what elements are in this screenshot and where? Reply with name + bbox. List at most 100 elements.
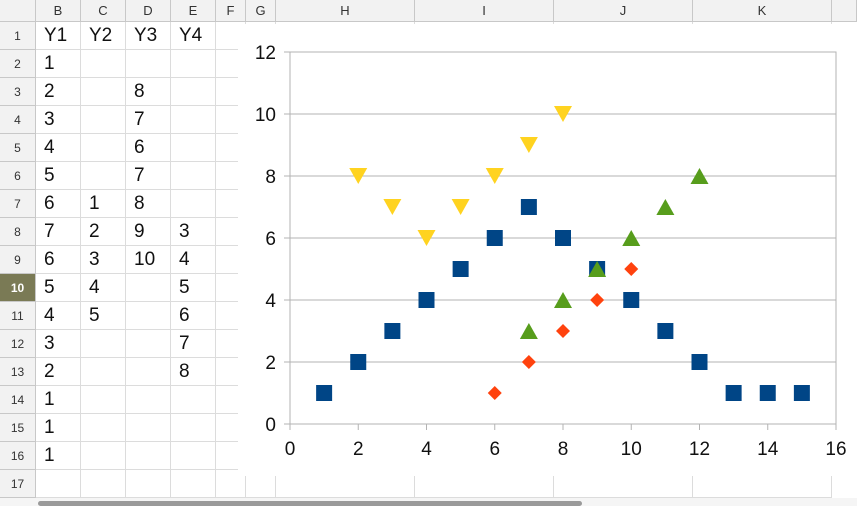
cell-c12[interactable] (81, 330, 126, 358)
cell-d14[interactable] (126, 386, 171, 414)
cell-c8[interactable]: 2 (81, 218, 126, 246)
cell-c15[interactable] (81, 414, 126, 442)
row-header-11[interactable]: 11 (0, 302, 36, 330)
cell-e2[interactable] (171, 50, 216, 78)
cell-e10[interactable]: 5 (171, 274, 216, 302)
cell-k17[interactable] (693, 470, 832, 498)
column-header-i[interactable]: I (415, 0, 554, 22)
column-header-stub[interactable] (832, 0, 857, 22)
cell-e6[interactable] (171, 162, 216, 190)
cell-d11[interactable] (126, 302, 171, 330)
cell-d12[interactable] (126, 330, 171, 358)
select-all-corner[interactable] (0, 0, 36, 22)
row-header-9[interactable]: 9 (0, 246, 36, 274)
cell-b2[interactable]: 1 (36, 50, 81, 78)
row-header-7[interactable]: 7 (0, 190, 36, 218)
column-header-c[interactable]: C (81, 0, 126, 22)
cell-c14[interactable] (81, 386, 126, 414)
row-header-15[interactable]: 15 (0, 414, 36, 442)
row-header-5[interactable]: 5 (0, 134, 36, 162)
row-header-13[interactable]: 13 (0, 358, 36, 386)
cell-b14[interactable]: 1 (36, 386, 81, 414)
cell-c11[interactable]: 5 (81, 302, 126, 330)
cell-c3[interactable] (81, 78, 126, 106)
cell-b10[interactable]: 5 (36, 274, 81, 302)
column-header-e[interactable]: E (171, 0, 216, 22)
row-header-16[interactable]: 16 (0, 442, 36, 470)
column-header-k[interactable]: K (693, 0, 832, 22)
cell-g17[interactable] (246, 470, 276, 498)
cell-b7[interactable]: 6 (36, 190, 81, 218)
row-header-14[interactable]: 14 (0, 386, 36, 414)
cell-e4[interactable] (171, 106, 216, 134)
cell-d15[interactable] (126, 414, 171, 442)
cell-d13[interactable] (126, 358, 171, 386)
row-header-10[interactable]: 10 (0, 274, 36, 302)
cell-e14[interactable] (171, 386, 216, 414)
cell-e13[interactable]: 8 (171, 358, 216, 386)
cell-c13[interactable] (81, 358, 126, 386)
cell-e1[interactable]: Y4 (171, 22, 216, 50)
cell-c17[interactable] (81, 470, 126, 498)
cell-e16[interactable] (171, 442, 216, 470)
cell-c16[interactable] (81, 442, 126, 470)
cell-d7[interactable]: 8 (126, 190, 171, 218)
cell-c5[interactable] (81, 134, 126, 162)
column-header-f[interactable]: F (216, 0, 246, 22)
cell-b13[interactable]: 2 (36, 358, 81, 386)
cell-i17[interactable] (415, 470, 554, 498)
cell-d1[interactable]: Y3 (126, 22, 171, 50)
cell-e17[interactable] (171, 470, 216, 498)
row-header-2[interactable]: 2 (0, 50, 36, 78)
cell-d8[interactable]: 9 (126, 218, 171, 246)
cell-h17[interactable] (276, 470, 415, 498)
column-header-h[interactable]: H (276, 0, 415, 22)
cell-d4[interactable]: 7 (126, 106, 171, 134)
cell-j17[interactable] (554, 470, 693, 498)
cell-d17[interactable] (126, 470, 171, 498)
cell-d3[interactable]: 8 (126, 78, 171, 106)
cell-e5[interactable] (171, 134, 216, 162)
cell-e8[interactable]: 3 (171, 218, 216, 246)
cell-c7[interactable]: 1 (81, 190, 126, 218)
cell-e11[interactable]: 6 (171, 302, 216, 330)
row-header-3[interactable]: 3 (0, 78, 36, 106)
row-header-6[interactable]: 6 (0, 162, 36, 190)
cell-d10[interactable] (126, 274, 171, 302)
cell-f17[interactable] (216, 470, 246, 498)
column-header-g[interactable]: G (246, 0, 276, 22)
cell-c10[interactable]: 4 (81, 274, 126, 302)
cell-b8[interactable]: 7 (36, 218, 81, 246)
cell-e7[interactable] (171, 190, 216, 218)
cell-b15[interactable]: 1 (36, 414, 81, 442)
cell-b4[interactable]: 3 (36, 106, 81, 134)
column-header-d[interactable]: D (126, 0, 171, 22)
scatter-chart[interactable]: 0 2 4 6 8 10 12 0 2 4 6 8 10 12 14 16 (238, 24, 857, 476)
column-header-j[interactable]: J (554, 0, 693, 22)
cell-b9[interactable]: 6 (36, 246, 81, 274)
cell-c1[interactable]: Y2 (81, 22, 126, 50)
cell-d9[interactable]: 10 (126, 246, 171, 274)
cell-e15[interactable] (171, 414, 216, 442)
cell-c4[interactable] (81, 106, 126, 134)
row-header-12[interactable]: 12 (0, 330, 36, 358)
cell-c6[interactable] (81, 162, 126, 190)
cell-b12[interactable]: 3 (36, 330, 81, 358)
cell-d5[interactable]: 6 (126, 134, 171, 162)
cell-b16[interactable]: 1 (36, 442, 81, 470)
cell-b5[interactable]: 4 (36, 134, 81, 162)
cell-b11[interactable]: 4 (36, 302, 81, 330)
row-header-17[interactable]: 17 (0, 470, 36, 498)
cell-b17[interactable] (36, 470, 81, 498)
row-header-1[interactable]: 1 (0, 22, 36, 50)
scrollbar-thumb[interactable] (38, 501, 582, 506)
cell-b1[interactable]: Y1 (36, 22, 81, 50)
cell-e9[interactable]: 4 (171, 246, 216, 274)
row-header-8[interactable]: 8 (0, 218, 36, 246)
cell-b6[interactable]: 5 (36, 162, 81, 190)
cell-e3[interactable] (171, 78, 216, 106)
cell-e12[interactable]: 7 (171, 330, 216, 358)
column-header-b[interactable]: B (36, 0, 81, 22)
cell-c9[interactable]: 3 (81, 246, 126, 274)
cell-d2[interactable] (126, 50, 171, 78)
